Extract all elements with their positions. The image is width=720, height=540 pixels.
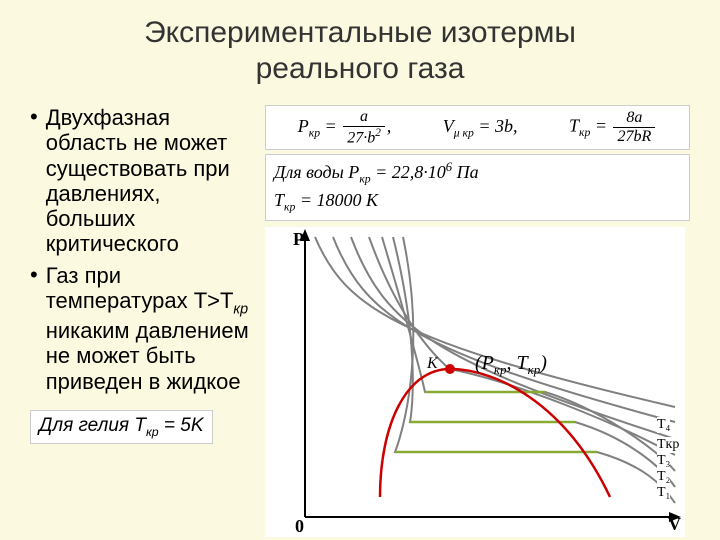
origin-label: 0 xyxy=(295,516,304,537)
content-row: • Двухфазная область не может существова… xyxy=(30,105,690,537)
k-label: К xyxy=(427,355,438,373)
helium-formula: Для гелия Tкр = 5K xyxy=(30,410,213,444)
right-column: Pкр = a27·b2, Vμ кр = 3b, Tкр = 8a27bR Д… xyxy=(265,105,690,537)
bullet-2: • Газ при температурах T>Tкр никаким дав… xyxy=(30,263,255,394)
bullet-text: Газ при температурах T>Tкр никаким давле… xyxy=(46,263,255,394)
isotherm-label: Tкр xyxy=(657,437,679,453)
isotherm-label: T₃ xyxy=(657,453,670,469)
water-formula: Для воды Pкр = 22,8·106 Па Tкр = 18000 К xyxy=(265,154,690,221)
critical-formulas: Pкр = a27·b2, Vμ кр = 3b, Tкр = 8a27bR xyxy=(265,105,690,150)
critical-point-label: (Pкр, Tкр) xyxy=(475,352,547,378)
v-axis-label: V xyxy=(668,514,681,535)
isotherm-label: T₂ xyxy=(657,469,670,485)
bullet-dot: • xyxy=(30,105,38,257)
bullet-text: Двухфазная область не может существовать… xyxy=(46,105,255,257)
pv-diagram: P V 0 К (Pкр, Tкр) T₄ TкрT₃T₂T₁ xyxy=(265,227,685,537)
left-column: • Двухфазная область не может существова… xyxy=(30,105,255,537)
chart-svg xyxy=(265,227,685,537)
bullet-1: • Двухфазная область не может существова… xyxy=(30,105,255,257)
p-axis-label: P xyxy=(293,229,304,250)
bullet-dot: • xyxy=(30,263,38,394)
isotherm-label: T₁ xyxy=(657,485,670,501)
page-title: Экспериментальные изотермы реального газ… xyxy=(30,15,690,87)
isotherm-label: T₄ xyxy=(657,417,670,433)
